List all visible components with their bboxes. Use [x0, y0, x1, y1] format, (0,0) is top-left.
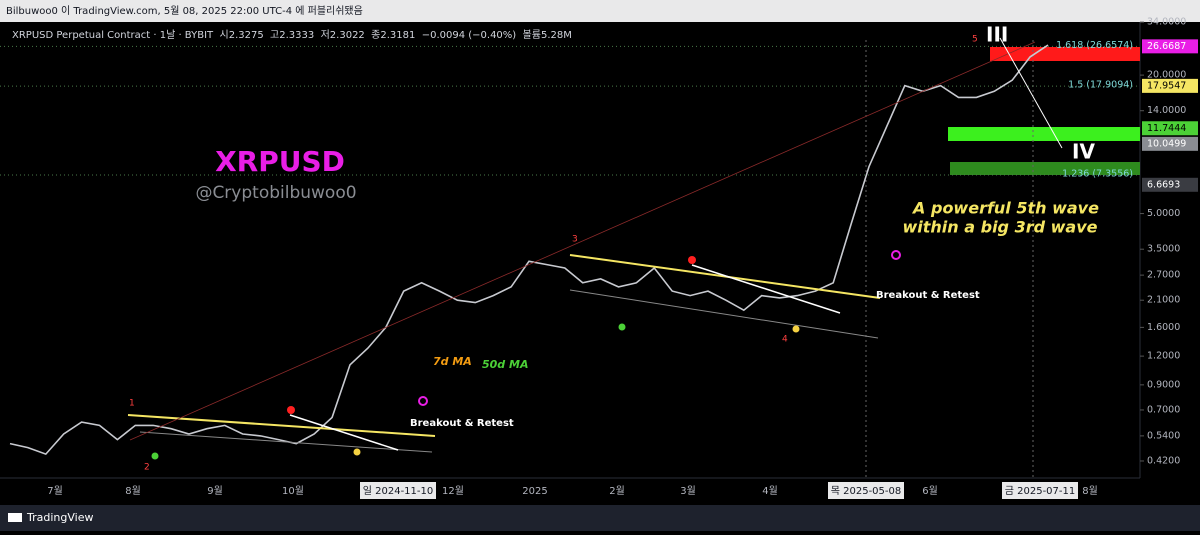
arrow [999, 37, 1063, 149]
y-tick-label: 5.0000 [1147, 208, 1180, 219]
y-tick-label: 14.0000 [1147, 105, 1186, 116]
price-marker [1142, 121, 1198, 136]
signal-dot [792, 325, 800, 333]
x-tick-label: 8월 [1082, 485, 1098, 497]
x-label-box [360, 482, 436, 499]
annotation: Breakout & Retest [410, 418, 514, 429]
footer-bar [0, 505, 1200, 531]
y-tick-label: 2.7000 [1147, 270, 1180, 281]
x-tick-label: 6월 [922, 485, 938, 497]
price-marker-label: 26.6687 [1147, 41, 1186, 52]
y-tick-label: 2.1000 [1147, 295, 1180, 306]
signal-dot [618, 323, 626, 331]
ma-label: 50d MA [482, 358, 528, 371]
top-bar [0, 0, 1200, 22]
title: XRPUSD [215, 145, 345, 178]
y-tick-label: 0.4200 [1147, 455, 1180, 466]
icon [891, 250, 901, 260]
subtitle: @Cryptobilbuwoo0 [195, 183, 356, 203]
symbol-line: XRPUSD Perpetual Contract · 1날 · BYBIT 시… [12, 29, 572, 41]
y-tick-label: 34.0000 [1147, 17, 1186, 28]
wave-line [129, 41, 1036, 441]
x-label-box [828, 482, 904, 499]
trendline [289, 414, 399, 451]
price-marker-label: 17.9547 [1147, 80, 1186, 91]
x-tick-label: 10월 [282, 485, 304, 497]
wave-label: 1 [129, 399, 135, 409]
icon [418, 396, 428, 406]
x-tick-label: 12월 [442, 485, 464, 497]
callout: within a big 3rd wave [903, 218, 1098, 237]
x-tick-label: 9월 [207, 485, 223, 497]
fib-label: 1.5 (17.9094) [1068, 80, 1133, 91]
y-tick-label: 0.9000 [1147, 379, 1180, 390]
price-marker [1142, 78, 1198, 93]
y-tick-label: 0.5400 [1147, 430, 1180, 441]
price-marker [1142, 177, 1198, 192]
x-tick-label: 2월 [609, 485, 625, 497]
x-tick-label: 7월 [47, 485, 63, 497]
price-marker [1142, 136, 1198, 151]
callout: A powerful 5th wave [911, 199, 1099, 218]
plot [0, 44, 1140, 456]
signal-dot [287, 406, 295, 414]
x-tick-label: 4월 [762, 485, 778, 497]
logo [8, 513, 22, 522]
y-tick-label: 1.6000 [1147, 322, 1180, 333]
target-box [990, 47, 1140, 61]
support-box [950, 162, 1140, 175]
y-tick-label: 0.7000 [1147, 404, 1180, 415]
y-tick-label: 3.5000 [1147, 244, 1180, 255]
x-tick-label: 일 2024-11-10 [363, 485, 434, 497]
fib-label: 1.618 (26.6574) [1056, 40, 1133, 51]
trendline [691, 264, 841, 314]
signal-dot [151, 452, 159, 460]
price-line [9, 44, 1049, 456]
signal-dot [353, 448, 361, 456]
x-tick-label: 8월 [125, 485, 141, 497]
annotation: Breakout & Retest [876, 290, 980, 301]
footer-brand: TradingView [26, 511, 93, 524]
trendline [569, 254, 881, 299]
chart-bg [0, 22, 1200, 505]
trendline [569, 289, 879, 339]
fib-label: 1.236 (7.3556) [1062, 169, 1133, 180]
x-tick-label: 2025 [522, 486, 547, 497]
support-box [948, 127, 1140, 141]
axes: 34.0000 20.0000 14.0000 5.0000 3.5000 2.7000 2… [47, 17, 1198, 499]
wave-label: 4 [782, 335, 788, 345]
wave-label: 5 [972, 35, 978, 45]
wave-label: 2 [144, 463, 150, 473]
price-marker-label: 10.0499 [1147, 138, 1186, 149]
price-marker [1142, 39, 1198, 54]
wave-label: 3 [572, 235, 578, 245]
x-label-box [1002, 482, 1078, 499]
ma-label: 7d MA [433, 355, 472, 368]
wave-label: III [986, 23, 1008, 47]
price-marker-label: 6.6693 [1147, 179, 1180, 190]
signal-dot [688, 256, 696, 264]
y-tick-label: 1.2000 [1147, 351, 1180, 362]
price-marker-label: 11.7444 [1147, 123, 1186, 134]
x-tick-label: 목 2025-05-08 [831, 485, 902, 497]
wave-label: IV [1072, 140, 1095, 164]
x-tick-label: 3월 [680, 485, 696, 497]
publish-line: Bilbuwoo0 이 TradingView.com, 5월 08, 2025… [6, 5, 363, 17]
trendline [139, 431, 433, 453]
y-tick-label: 20.0000 [1147, 70, 1186, 81]
x-tick-label: 금 2025-07-11 [1005, 485, 1076, 497]
